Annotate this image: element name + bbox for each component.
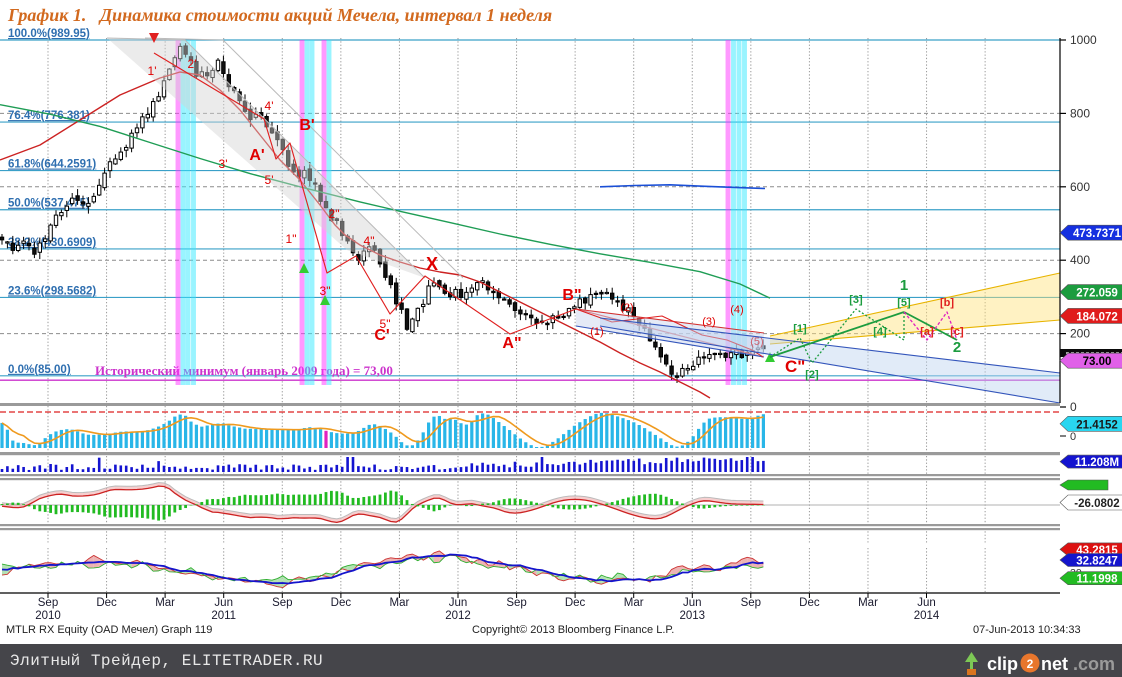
svg-text:11.1998: 11.1998	[1077, 574, 1119, 586]
svg-text:B': B'	[299, 117, 314, 134]
svg-text:Mar: Mar	[858, 597, 878, 609]
svg-text:2012: 2012	[445, 610, 471, 622]
svg-text:0.0%(85.00): 0.0%(85.00)	[8, 364, 71, 376]
svg-text:Mar: Mar	[155, 597, 175, 609]
svg-text:32.8247: 32.8247	[1076, 556, 1118, 568]
svg-text:0: 0	[1070, 431, 1076, 443]
svg-text:Jun: Jun	[449, 597, 468, 609]
svg-text:Mar: Mar	[624, 597, 644, 609]
svg-text:2010: 2010	[35, 610, 61, 622]
svg-text:Dec: Dec	[96, 597, 117, 609]
svg-text:2": 2"	[329, 207, 340, 221]
svg-text:1000: 1000	[1070, 33, 1097, 47]
svg-text:73.00: 73.00	[1083, 356, 1112, 368]
svg-text:A": A"	[502, 335, 521, 352]
svg-text:X: X	[426, 254, 438, 274]
svg-text:21.4152: 21.4152	[1076, 419, 1118, 431]
svg-text:(4): (4)	[730, 304, 743, 316]
svg-text:4': 4'	[265, 99, 274, 113]
svg-text:5': 5'	[265, 173, 274, 187]
svg-text:Исторический минимум (январь 2: Исторический минимум (январь 2009 года) …	[95, 363, 393, 378]
svg-text:Sep: Sep	[741, 597, 761, 609]
svg-text:473.7371: 473.7371	[1073, 228, 1122, 240]
svg-text:1": 1"	[286, 232, 297, 246]
svg-text:Dec: Dec	[799, 597, 820, 609]
svg-text:4": 4"	[364, 234, 375, 248]
svg-text:2011: 2011	[211, 610, 236, 622]
svg-text:Jun: Jun	[683, 597, 702, 609]
svg-text:600: 600	[1070, 180, 1090, 194]
svg-text:11.208M: 11.208M	[1075, 457, 1119, 469]
svg-text:2: 2	[1027, 657, 1034, 671]
svg-text:[3]: [3]	[849, 294, 863, 306]
svg-text:2014: 2014	[914, 610, 940, 622]
svg-text:[2]: [2]	[805, 369, 819, 381]
svg-text:clip: clip	[987, 654, 1018, 674]
svg-text:(1): (1)	[590, 326, 603, 338]
svg-text:-26.0802: -26.0802	[1074, 498, 1119, 510]
svg-text:23.6%(298.5682): 23.6%(298.5682)	[8, 285, 96, 297]
svg-text:400: 400	[1070, 253, 1090, 267]
svg-text:B": B"	[562, 287, 581, 304]
svg-text:272.059: 272.059	[1076, 288, 1118, 300]
svg-text:[4]: [4]	[873, 326, 887, 338]
svg-text:Dec: Dec	[331, 597, 352, 609]
svg-text:(2): (2)	[620, 302, 633, 314]
svg-text:2: 2	[953, 339, 961, 356]
svg-text:[a]: [a]	[920, 326, 934, 338]
svg-text:Dec: Dec	[565, 597, 586, 609]
svg-text:[b]: [b]	[940, 297, 954, 309]
svg-text:(3): (3)	[702, 316, 715, 328]
svg-text:Jun: Jun	[917, 597, 936, 609]
svg-text:800: 800	[1070, 106, 1090, 120]
svg-text:2': 2'	[188, 57, 197, 71]
svg-text:100.0%(989.95): 100.0%(989.95)	[8, 28, 90, 40]
svg-text:net: net	[1041, 654, 1068, 674]
svg-text:[5]: [5]	[897, 297, 911, 309]
svg-text:C': C'	[374, 327, 389, 344]
svg-text:[c]: [c]	[950, 326, 964, 338]
svg-text:Sep: Sep	[272, 597, 292, 609]
svg-text:1': 1'	[148, 64, 157, 78]
svg-text:.com: .com	[1073, 654, 1115, 674]
svg-text:1: 1	[900, 277, 908, 294]
svg-text:2013: 2013	[680, 610, 706, 622]
svg-text:61.8%(644.2591): 61.8%(644.2591)	[8, 159, 96, 171]
svg-text:184.072: 184.072	[1076, 311, 1118, 323]
svg-text:Sep: Sep	[38, 597, 58, 609]
svg-text:Jun: Jun	[214, 597, 233, 609]
svg-text:Mar: Mar	[389, 597, 409, 609]
svg-text:[1]: [1]	[793, 323, 807, 335]
svg-text:Sep: Sep	[506, 597, 526, 609]
svg-text:A': A'	[249, 147, 264, 164]
svg-text:200: 200	[1070, 327, 1090, 341]
svg-text:3': 3'	[219, 157, 228, 171]
svg-text:0: 0	[1070, 400, 1077, 414]
